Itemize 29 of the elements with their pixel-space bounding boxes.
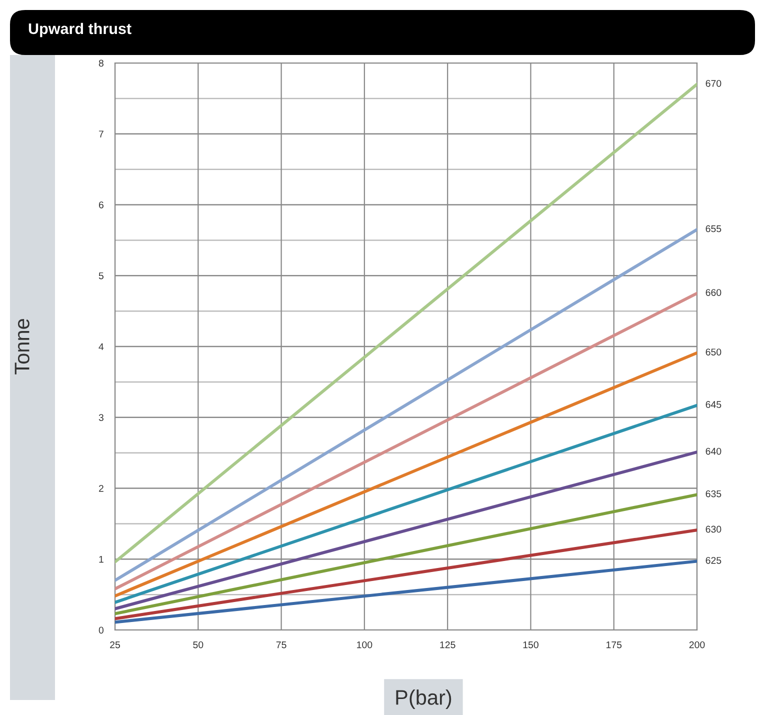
x-tick-label: 50	[193, 641, 204, 648]
x-tick-label: 175	[606, 641, 622, 648]
y-tick-label: 5	[98, 272, 104, 280]
series-label: 655	[706, 225, 722, 232]
y-tick-label: 3	[98, 414, 104, 421]
x-axis-title: P(bar)	[396, 690, 452, 709]
x-tick-label: 100	[357, 641, 372, 648]
x-tick-label: 125	[440, 641, 456, 648]
series-label: 650	[706, 348, 722, 356]
y-tick-label: 4	[98, 343, 104, 350]
y-tick-label: 7	[98, 130, 104, 138]
series-label: 630	[706, 526, 722, 533]
series-label: 670	[706, 80, 722, 87]
x-tick-label: 75	[276, 641, 286, 648]
y-axis-title: Tonne	[14, 319, 30, 374]
x-tick-label: 200	[689, 641, 705, 648]
x-tick-label: 25	[110, 641, 120, 648]
chart-title: Upward thrust	[28, 22, 132, 38]
series-label: 625	[706, 556, 722, 564]
series-label: 635	[706, 490, 722, 498]
y-tick-label: 8	[98, 60, 104, 67]
series-label: 645	[706, 401, 722, 408]
y-tick-label: 0	[98, 626, 104, 634]
y-tick-label: 2	[98, 484, 104, 492]
x-tick-label: 150	[523, 641, 538, 648]
series-label: 640	[706, 448, 722, 455]
y-tick-label: 1	[99, 556, 104, 563]
series-label: 660	[706, 289, 722, 296]
y-tick-label: 6	[98, 201, 104, 208]
